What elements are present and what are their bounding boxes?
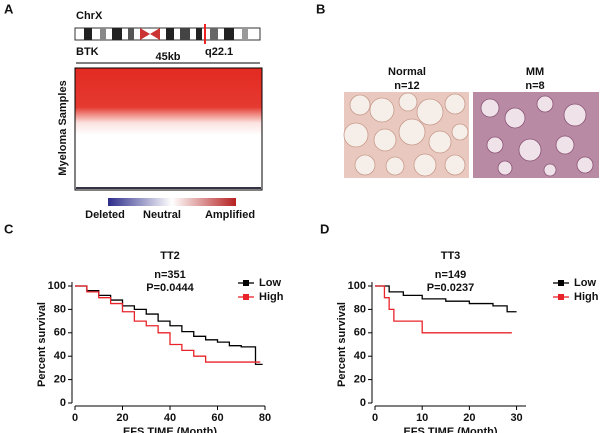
gene: BTK — [76, 46, 99, 58]
panel-label: A — [4, 1, 14, 16]
span: 45kb — [155, 51, 180, 63]
band: q22.1 — [205, 46, 233, 58]
x-label: EFS TIME (Month) — [123, 426, 217, 433]
y-tick-label: 0 — [60, 397, 66, 409]
chart-title: TT2 — [160, 250, 180, 262]
colorbar-label: Neutral — [143, 209, 181, 221]
x-tick-label: 80 — [259, 412, 271, 424]
x-label: EFS TIME (Month) — [403, 426, 497, 433]
legend-label: High — [574, 291, 599, 303]
survival-curve — [375, 285, 512, 334]
y-tick-label: 0 — [360, 397, 366, 409]
histology-mm — [473, 92, 599, 178]
y-tick-label: 40 — [354, 350, 366, 362]
colorbar — [108, 198, 236, 206]
x-tick-label: 0 — [72, 412, 78, 424]
y-tick-label: 20 — [354, 374, 366, 386]
colorbar-label: Amplified — [205, 209, 255, 221]
chromosome: ChrX — [76, 10, 103, 22]
x-tick-label: 10 — [416, 412, 428, 424]
y-label: Percent survival — [336, 302, 348, 387]
annotation: P=0.0444 — [146, 282, 194, 294]
annotation: n=351 — [154, 269, 186, 281]
y-tick-label: 100 — [348, 280, 366, 292]
y-tick-label: 80 — [54, 303, 66, 315]
survival-curve — [375, 285, 517, 313]
x-tick-label: 40 — [164, 412, 176, 424]
annotation: P=0.0237 — [427, 282, 474, 294]
x-tick-label: 20 — [463, 412, 475, 424]
panel-label: C — [4, 221, 14, 236]
histology-normal — [343, 92, 469, 178]
x-tick-label: 60 — [211, 412, 223, 424]
y-tick-label: 60 — [354, 327, 366, 339]
panel-label: D — [320, 221, 329, 236]
survival-curve — [75, 285, 261, 363]
y-tick-label: 80 — [354, 303, 366, 315]
y-tick-label: 20 — [54, 374, 66, 386]
panel-label: B — [316, 1, 325, 16]
legend-marker — [243, 280, 249, 286]
x-tick-label: 20 — [116, 412, 128, 424]
y-tick-label: 60 — [54, 327, 66, 339]
annotation: n=149 — [435, 269, 467, 281]
x-tick-label: 0 — [372, 412, 378, 424]
legend-marker — [243, 294, 249, 300]
legend-label: Low — [259, 277, 281, 289]
group-name: MM — [526, 66, 544, 78]
group-n: n=8 — [525, 80, 544, 92]
survival-curve — [75, 285, 263, 366]
legend-label: High — [259, 291, 284, 303]
x-tick-label: 30 — [510, 412, 522, 424]
group-n: n=12 — [394, 80, 419, 92]
legend-marker — [558, 294, 564, 300]
chart-title: TT3 — [441, 250, 461, 262]
y-label: Myeloma Samples — [57, 80, 69, 175]
y-tick-label: 100 — [48, 280, 66, 292]
y-label: Percent survival — [36, 302, 48, 387]
ideogram — [74, 24, 261, 44]
y-tick-label: 40 — [54, 350, 66, 362]
colorbar-label: Deleted — [85, 209, 125, 221]
legend-marker — [558, 280, 564, 286]
group-name: Normal — [388, 66, 426, 78]
heatmap — [74, 67, 263, 191]
legend-label: Low — [574, 277, 596, 289]
